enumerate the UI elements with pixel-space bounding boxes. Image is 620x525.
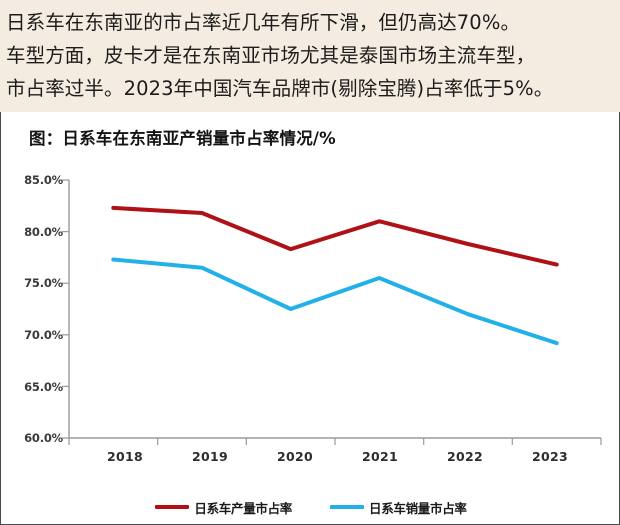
x-axis-tick-label: 2022 (447, 449, 483, 464)
article-text-block: 日系车在东南亚的市占率近几年有所下滑，但仍高达70%。 车型方面，皮卡才是在东南… (0, 0, 620, 112)
y-axis-tick-label: 85.0% (24, 173, 63, 187)
x-axis-tick-label: 2021 (362, 449, 398, 464)
legend-item-sales[interactable]: 日系车销量市占率 (330, 498, 467, 517)
article-line-1: 日系车在东南亚的市占率近几年有所下滑，但仍高达70%。 (6, 11, 521, 34)
y-axis-tick-label: 60.0% (24, 431, 63, 445)
series-line-production (111, 205, 559, 267)
article-line-2: 车型方面，皮卡才是在东南亚市场尤其是泰国市场主流车型， (6, 44, 536, 67)
y-axis-tick-label: 80.0% (24, 225, 63, 239)
x-axis-tick-label: 2019 (192, 449, 228, 464)
x-axis-tick-label: 2018 (107, 449, 143, 464)
legend-swatch-production (155, 505, 190, 509)
legend-item-production[interactable]: 日系车产量市占率 (155, 498, 292, 517)
legend-label-production: 日系车产量市占率 (194, 500, 292, 516)
article-line-3: 市占率过半。2023年中国汽车品牌市(剔除宝腾)占率低于5%。 (6, 77, 554, 100)
y-axis-tick-label: 65.0% (24, 380, 63, 394)
legend-label-sales: 日系车销量市占率 (369, 500, 467, 516)
chart-legend: 日系车产量市占率 日系车销量市占率 (1, 496, 620, 518)
legend-swatch-sales (330, 505, 364, 509)
chart-plot-area: 85.0% 80.0% 75.0% 70.0% 65.0% 60.0% 2018… (1, 112, 620, 525)
series-line-sales (111, 257, 559, 346)
x-axis-tick-label: 2020 (277, 449, 313, 464)
chart-title: 图：日系车在东南亚产销量市占率情况/% (29, 129, 336, 148)
chart-card: 图：日系车在东南亚产销量市占率情况/% 85.0% 80.0% 75.0% 70… (0, 112, 620, 525)
chart-svg (62, 179, 602, 445)
y-axis-tick-label: 70.0% (24, 328, 63, 342)
x-axis-tick-label: 2023 (532, 449, 568, 464)
y-axis-tick-label: 75.0% (24, 276, 63, 290)
